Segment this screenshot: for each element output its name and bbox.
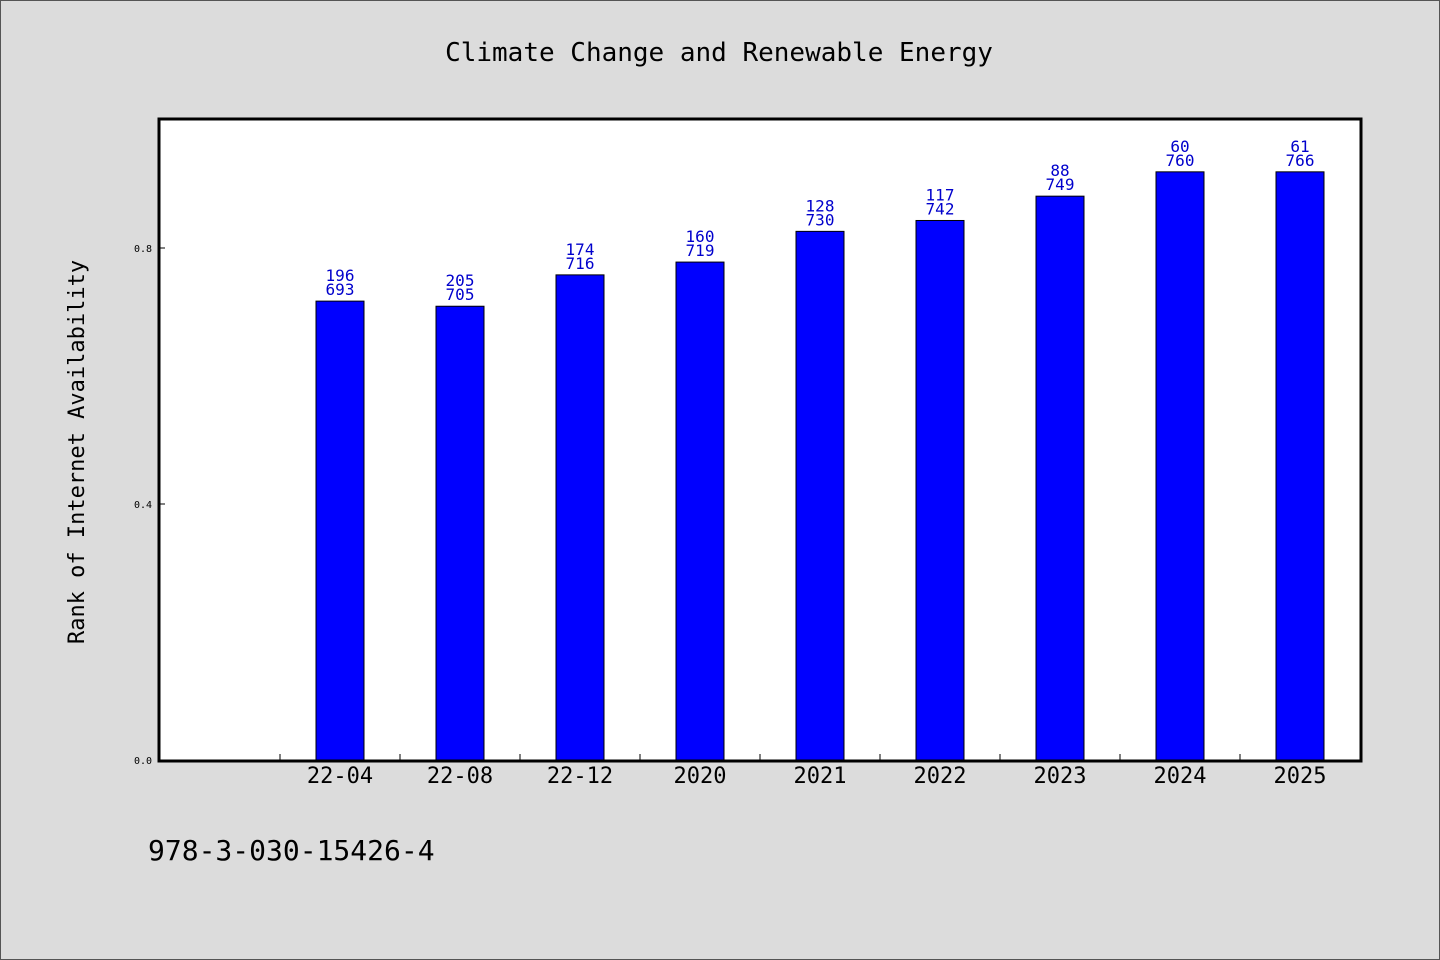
- bar: [435, 305, 485, 761]
- data-label-bottom: 693: [326, 280, 355, 299]
- bar: [675, 261, 725, 761]
- x-axis-ticks: 22-04 22-08 22-12 2020 2021 2022 2023 2024 2025: [279, 754, 1327, 789]
- data-label-bottom: 716: [566, 254, 595, 273]
- x-tick-label: 2021: [794, 764, 847, 789]
- data-label-bottom: 766: [1286, 151, 1315, 170]
- data-label-bottom: 705: [446, 285, 475, 304]
- chart-title: Climate Change and Renewable Energy: [445, 38, 993, 68]
- x-tick-label: 2024: [1154, 764, 1207, 789]
- data-label-top: 60: [1170, 137, 1189, 156]
- data-label-bottom: 760: [1166, 151, 1195, 170]
- data-label-top: 128: [806, 196, 835, 215]
- x-tick-label: 2025: [1274, 764, 1327, 789]
- isbn-footer: 978-3-030-15426-4: [148, 834, 435, 867]
- data-label-top: 61: [1290, 137, 1309, 156]
- bar: [795, 230, 845, 761]
- data-label-top: 117: [926, 185, 955, 204]
- bar-series: [315, 171, 1325, 761]
- bar: [315, 300, 365, 761]
- y-tick-label: 0.4: [134, 500, 152, 511]
- bar: [1155, 171, 1205, 761]
- x-tick-label: 22-12: [547, 764, 613, 789]
- data-label-top: 88: [1050, 161, 1069, 180]
- bar: [555, 274, 605, 761]
- data-label-bottom: 742: [926, 199, 955, 218]
- bar: [915, 219, 965, 761]
- x-tick-label: 2023: [1034, 764, 1087, 789]
- x-tick-label: 22-04: [307, 764, 373, 789]
- y-tick-label: 0.0: [134, 756, 152, 767]
- x-tick-label: 2020: [674, 764, 727, 789]
- data-label-top: 205: [446, 271, 475, 290]
- x-tick-label: 22-08: [427, 764, 493, 789]
- data-label-top: 196: [326, 266, 355, 285]
- bar: [1035, 195, 1085, 761]
- data-label-top: 174: [566, 240, 595, 259]
- data-label-top: 160: [686, 227, 715, 246]
- y-axis-label: Rank of Internet Availability: [65, 260, 90, 644]
- y-tick-label: 0.8: [134, 244, 152, 255]
- bar: [1275, 171, 1325, 761]
- y-axis-ticks: 0.0 0.4 0.8: [134, 244, 165, 767]
- data-label-bottom: 749: [1046, 175, 1075, 194]
- data-label-bottom: 719: [686, 241, 715, 260]
- x-tick-label: 2022: [914, 764, 967, 789]
- data-label-bottom: 730: [806, 210, 835, 229]
